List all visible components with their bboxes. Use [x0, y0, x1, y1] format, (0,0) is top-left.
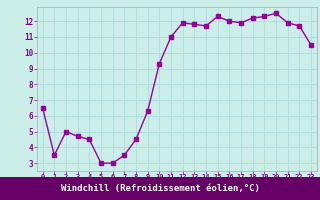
- Text: Windchill (Refroidissement éolien,°C): Windchill (Refroidissement éolien,°C): [60, 184, 260, 193]
